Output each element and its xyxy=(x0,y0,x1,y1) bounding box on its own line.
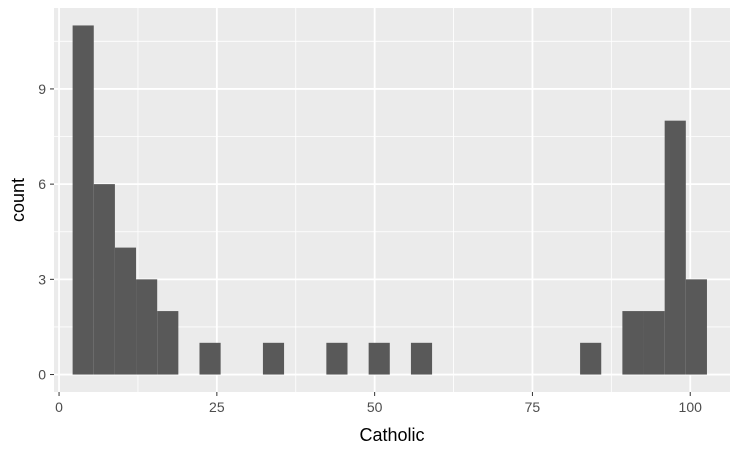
histogram-bar-4 xyxy=(136,279,158,375)
histogram-bar-12 xyxy=(622,311,644,375)
y-tick-label: 9 xyxy=(38,81,46,97)
y-axis-ticks: 0 3 6 9 xyxy=(38,81,54,383)
histogram-bar-3 xyxy=(114,247,137,375)
histogram-bar-10 xyxy=(410,342,433,375)
grid-minor xyxy=(54,8,730,392)
histogram-bar-7 xyxy=(262,342,285,375)
histogram-bar-9 xyxy=(368,342,390,375)
histogram-bars xyxy=(72,25,707,375)
histogram-bar-6 xyxy=(199,342,221,375)
y-tick-label: 3 xyxy=(38,271,46,287)
x-axis-ticks: 0 25 50 75 100 xyxy=(55,392,702,415)
x-tick-label: 75 xyxy=(525,399,541,415)
x-tick-label: 0 xyxy=(55,399,63,415)
histogram-bar-13 xyxy=(643,311,665,375)
x-tick-label: 100 xyxy=(679,399,703,415)
x-tick-label: 50 xyxy=(367,399,383,415)
x-tick-label: 25 xyxy=(209,399,225,415)
histogram-bar-11 xyxy=(580,342,602,375)
histogram-bar-1 xyxy=(72,25,94,375)
histogram-bar-5 xyxy=(157,311,179,375)
histogram-bar-15 xyxy=(685,279,707,375)
histogram-bar-2 xyxy=(93,184,115,375)
histogram-bar-14 xyxy=(664,120,686,375)
y-axis-title: count xyxy=(8,178,28,222)
x-axis-title: Catholic xyxy=(359,425,424,445)
y-tick-label: 0 xyxy=(38,367,46,383)
histogram-bar-8 xyxy=(326,342,348,375)
y-tick-label: 6 xyxy=(38,176,46,192)
